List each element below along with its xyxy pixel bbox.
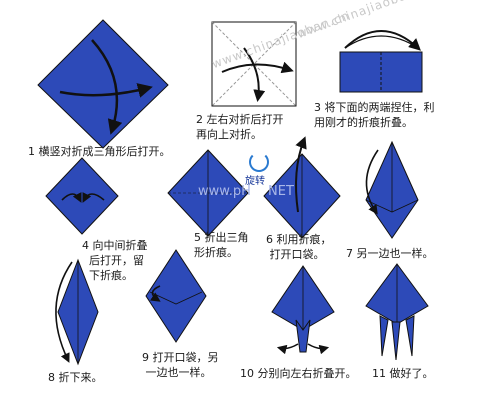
step3-caption: 3 将下面的两端捏住，利 用刚才的折痕折叠。 <box>314 101 435 129</box>
rotate-icon <box>249 152 269 172</box>
brand-watermark: www.pH <box>198 184 251 199</box>
step9-figure <box>145 249 207 343</box>
step7-caption: 7 另一边也一样。 <box>346 247 434 260</box>
step8-caption: 8 折下来。 <box>48 371 103 384</box>
step6-figure <box>263 136 341 239</box>
step11-figure <box>365 263 429 361</box>
step2-caption: 2 左右对折后打开 再向上对折。 <box>196 113 284 141</box>
step10-caption: 10 分别向左右折叠开。 <box>240 367 357 380</box>
step4-figure <box>45 157 119 235</box>
step9-caption: 9 打开口袋，另 一边也一样。 <box>142 351 219 379</box>
step6-caption: 6 利用折痕， 打开口袋。 <box>266 233 332 261</box>
step4-caption: 4 向中间折叠 后打开，留 下折痕。 <box>82 239 148 282</box>
step11-caption: 11 做好了。 <box>372 367 434 380</box>
step5-caption: 5 折出三角 形折痕。 <box>194 231 249 259</box>
step1-figure <box>37 19 169 149</box>
step2-figure <box>211 21 297 107</box>
step1-caption: 1 横竖对折成三角形后打开。 <box>28 145 171 158</box>
step3-figure <box>339 30 423 93</box>
step5-figure <box>167 149 249 237</box>
rotate-label: 旋转 <box>245 176 265 187</box>
step7-figure <box>365 140 419 239</box>
step10-figure <box>271 265 335 355</box>
step8-figure <box>55 258 99 366</box>
brand-watermark-suffix: NET <box>268 184 294 199</box>
